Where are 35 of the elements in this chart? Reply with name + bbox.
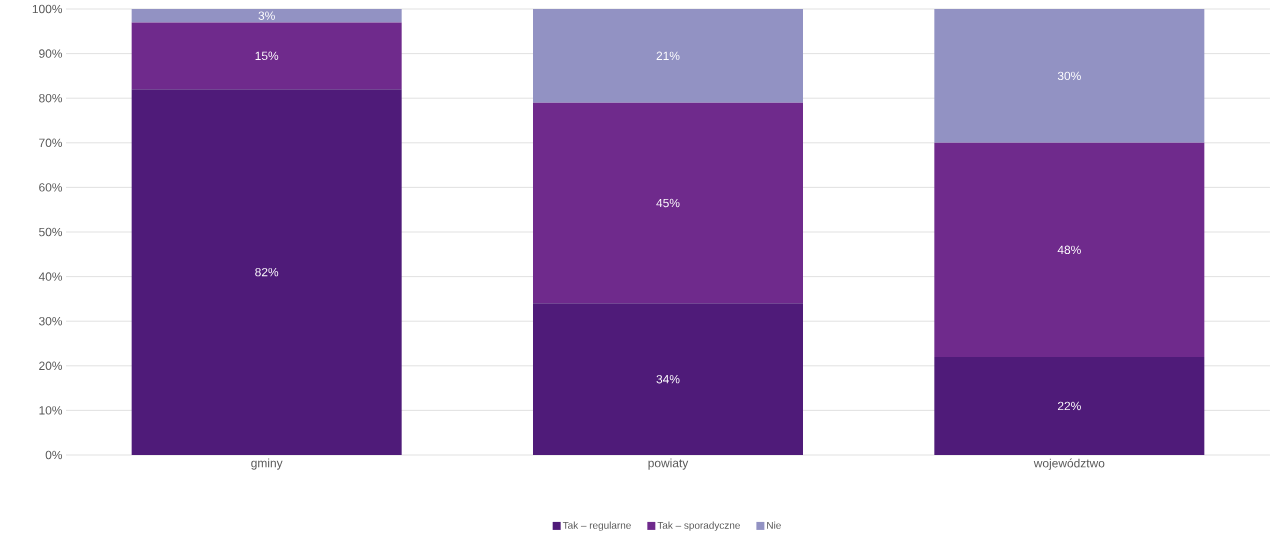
bar	[934, 9, 1205, 143]
y-tick-label: 10%	[39, 406, 63, 415]
y-tick-label: 60%	[39, 183, 63, 192]
y-tick-label: 0%	[45, 450, 63, 460]
legend-label: Tak – regularne	[562, 521, 631, 531]
bar	[533, 303, 803, 455]
bar	[131, 22, 402, 90]
y-tick-label: 30%	[39, 316, 63, 326]
y-tick-label: 50%	[39, 227, 63, 237]
bar	[533, 9, 803, 103]
y-tick-label: 40%	[38, 272, 63, 281]
y-tick-label: 90%	[39, 49, 63, 58]
y-tick-label: 70%	[39, 138, 63, 148]
data-label: 21%	[656, 51, 680, 61]
data-label: 48%	[1057, 245, 1081, 255]
y-tick-label: 80%	[39, 93, 63, 103]
data-label: 15%	[255, 51, 279, 61]
data-label: 3%	[258, 11, 275, 20]
legend-label: Tak – sporadyczne	[657, 521, 740, 531]
data-label: 34%	[656, 374, 680, 384]
bar	[533, 102, 803, 304]
bar	[131, 9, 402, 23]
x-tick-label: gminy	[251, 458, 283, 470]
data-label: 22%	[1057, 401, 1081, 411]
legend-label: Nie	[767, 521, 781, 529]
x-tick-label: województwo	[1033, 458, 1105, 470]
bar	[934, 142, 1205, 357]
bar	[934, 356, 1205, 455]
x-tick-label: powiaty	[648, 458, 689, 470]
data-label: 45%	[656, 198, 680, 208]
y-tick-label: 100%	[32, 4, 63, 14]
y-tick-label: 20%	[39, 361, 63, 371]
bar	[131, 89, 402, 455]
data-label: 30%	[1057, 71, 1081, 81]
data-label: 82%	[255, 267, 279, 277]
